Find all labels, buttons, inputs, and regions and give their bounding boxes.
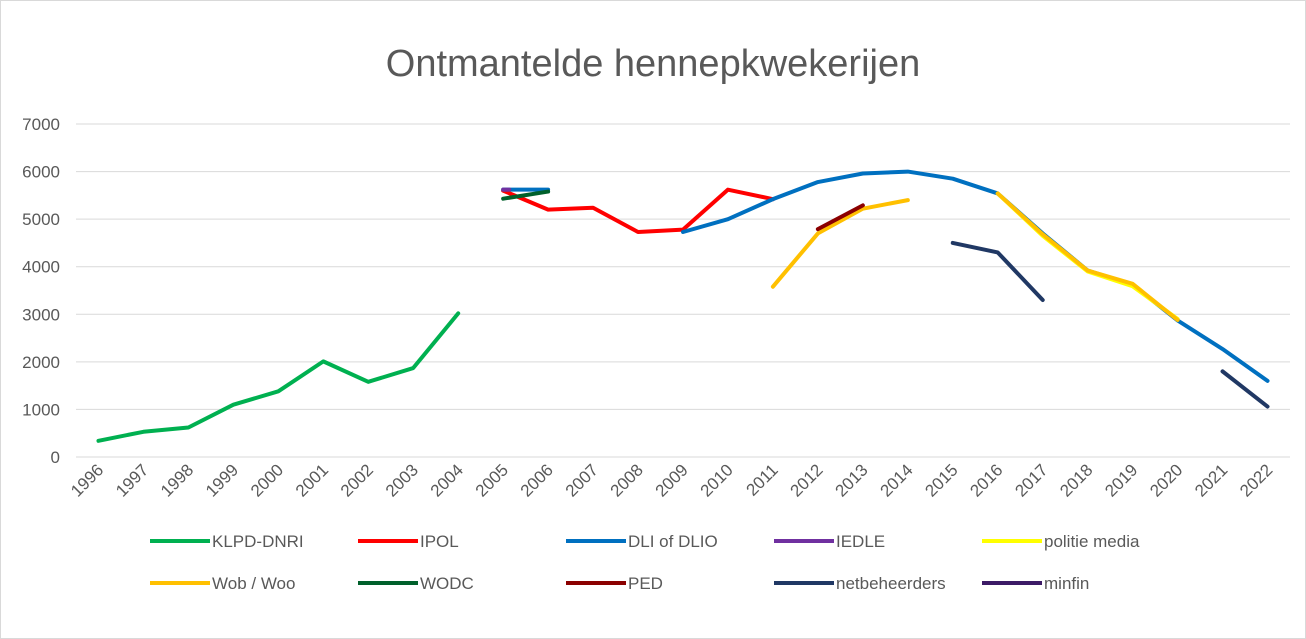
legend-label: IEDLE [836, 532, 885, 551]
legend-label: netbeheerders [836, 574, 946, 593]
y-tick-label: 6000 [22, 163, 60, 182]
series-line [770, 191, 1180, 322]
legend-label: Wob / Woo [212, 574, 295, 593]
series-line [815, 203, 865, 232]
chart-title: Ontmantelde hennepkwekerijen [386, 43, 920, 85]
series-line [950, 240, 1270, 409]
series-line [501, 187, 775, 234]
y-tick-label: 0 [51, 448, 60, 467]
legend-label: minfin [1044, 574, 1089, 593]
y-tick-label: 4000 [22, 258, 60, 277]
y-tick-label: 5000 [22, 210, 60, 229]
y-tick-label: 2000 [22, 353, 60, 372]
y-tick-label: 3000 [22, 305, 60, 324]
legend-label: politie media [1044, 532, 1140, 551]
legend-label: IPOL [420, 532, 459, 551]
legend-label: KLPD-DNRI [212, 532, 304, 551]
legend-label: PED [628, 574, 663, 593]
y-tick-label: 7000 [22, 115, 60, 134]
series-line [96, 311, 461, 443]
series-line [501, 189, 551, 201]
y-tick-label: 1000 [22, 400, 60, 419]
legend-label: DLI of DLIO [628, 532, 718, 551]
legend-label: WODC [420, 574, 474, 593]
